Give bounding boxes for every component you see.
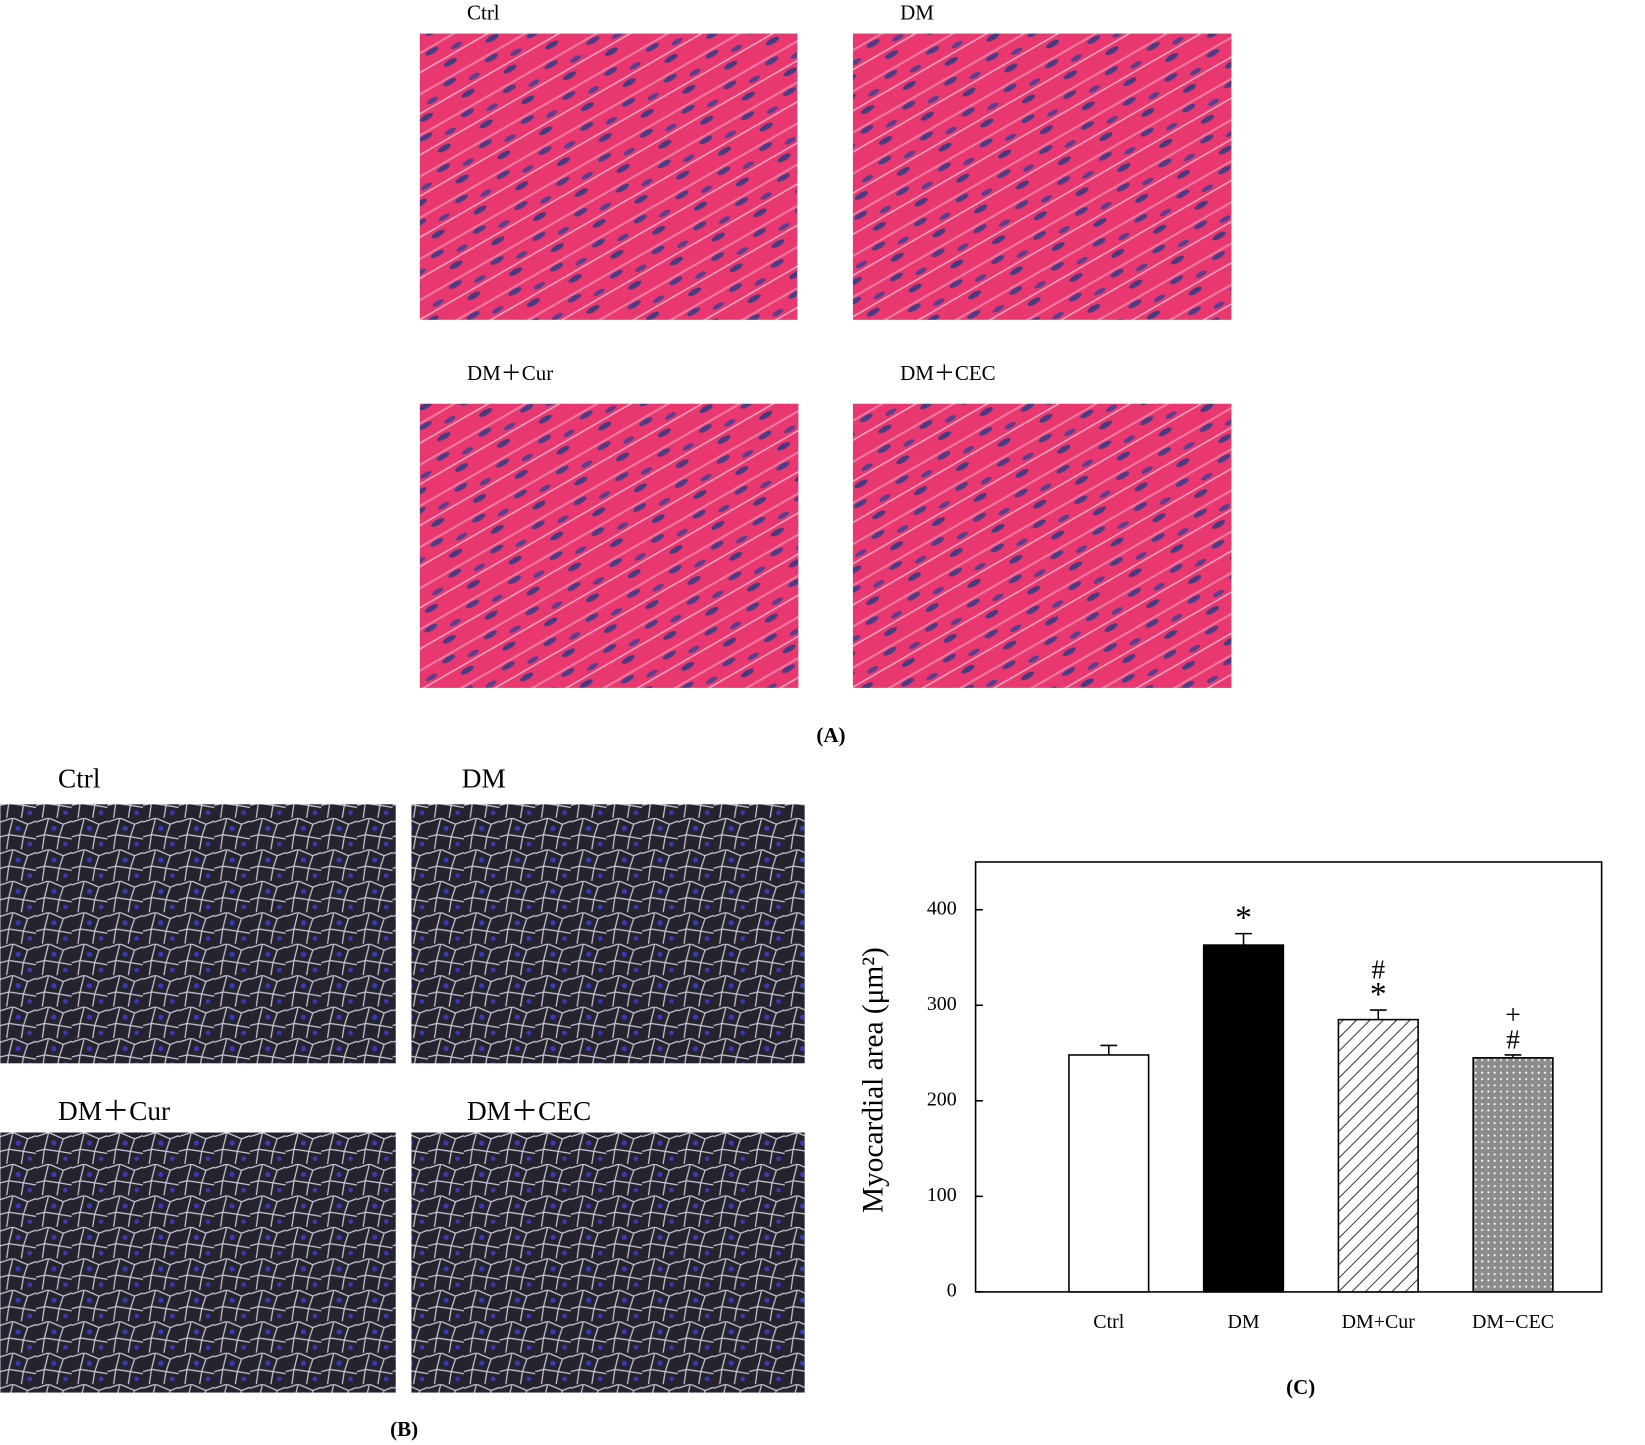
panel-label: Ctrl	[467, 0, 500, 24]
x-tick-label: DM−CEC	[1472, 1311, 1554, 1333]
x-tick-label: DM	[1227, 1311, 1259, 1333]
micrograph	[0, 1132, 396, 1393]
caption: (A)	[816, 723, 845, 747]
caption: (C)	[1286, 1375, 1315, 1399]
significance-mark: #	[1506, 1025, 1520, 1055]
bar	[1337, 1018, 1419, 1293]
x-tick-label: Ctrl	[1093, 1311, 1124, 1333]
panel-label: DM＋CEC	[467, 1096, 591, 1126]
y-axis-label: Myocardial area (μm²)	[858, 947, 890, 1213]
micrograph	[419, 33, 798, 320]
bar	[1202, 944, 1285, 1293]
bar	[1068, 1054, 1150, 1293]
y-tick-label: 400	[927, 897, 957, 919]
x-tick-label: DM+Cur	[1342, 1311, 1416, 1333]
panel-label: Ctrl	[58, 763, 101, 793]
significance-mark: +	[1505, 999, 1520, 1029]
micrograph	[419, 403, 799, 688]
y-tick-label: 300	[927, 993, 957, 1015]
panel-label: DM＋CEC	[900, 361, 996, 385]
significance-mark: *	[1370, 976, 1387, 1013]
caption: (B)	[390, 1417, 418, 1441]
micrograph	[852, 403, 1232, 688]
chart: 0 100 200 300 400 Myocardial area (μm²) (C) Ctr…	[858, 861, 1603, 1399]
panel-b: Ctrl DM DM＋Cur DM＋CEC (B)	[0, 763, 805, 1441]
panel-label: DM＋Cur	[58, 1096, 170, 1126]
significance-mark: *	[1235, 900, 1252, 937]
micrograph	[411, 804, 805, 1064]
plot-frame	[974, 861, 1603, 1293]
significance-mark: #	[1371, 955, 1385, 985]
panel-label: DM	[462, 763, 506, 793]
y-tick-label: 200	[927, 1088, 957, 1110]
bar	[1472, 1057, 1554, 1293]
micrograph	[852, 33, 1232, 320]
panel-a: Ctrl DM DM＋Cur DM＋CEC (A)	[419, 0, 1232, 747]
y-tick-label: 0	[947, 1279, 957, 1301]
y-tick-label: 100	[927, 1184, 957, 1206]
micrograph	[411, 1132, 805, 1393]
micrograph	[0, 804, 396, 1064]
panel-label: DM＋Cur	[467, 361, 553, 385]
panel-label: DM	[900, 0, 934, 24]
